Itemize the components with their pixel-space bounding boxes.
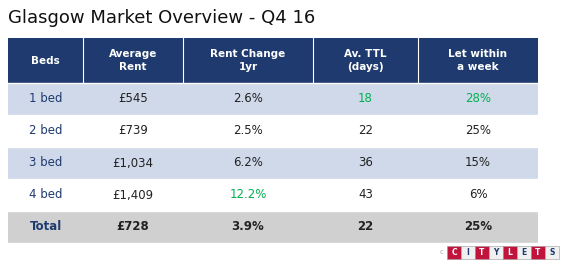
Text: S: S: [549, 248, 555, 257]
Text: £739: £739: [118, 125, 148, 137]
Text: £1,409: £1,409: [112, 188, 154, 202]
Bar: [8, 38, 538, 83]
Text: 2.6%: 2.6%: [233, 92, 263, 106]
Bar: [8, 147, 538, 179]
Text: 15%: 15%: [465, 157, 491, 169]
Text: 25%: 25%: [465, 125, 491, 137]
Text: Average
Rent: Average Rent: [109, 49, 157, 72]
Bar: [517, 246, 531, 259]
Text: T: T: [479, 248, 485, 257]
Text: T: T: [535, 248, 541, 257]
Text: Av. TTL
(days): Av. TTL (days): [344, 49, 387, 72]
Bar: [8, 115, 538, 147]
Text: L: L: [507, 248, 512, 257]
Text: 12.2%: 12.2%: [229, 188, 267, 202]
Text: C: C: [451, 248, 457, 257]
Text: 6%: 6%: [469, 188, 487, 202]
Bar: [545, 246, 559, 259]
Bar: [489, 246, 503, 259]
Text: Rent Change
1yr: Rent Change 1yr: [210, 49, 286, 72]
Text: I: I: [467, 248, 470, 257]
Text: Let within
a week: Let within a week: [449, 49, 507, 72]
Text: Glasgow Market Overview - Q4 16: Glasgow Market Overview - Q4 16: [8, 9, 315, 27]
Text: 2.5%: 2.5%: [233, 125, 263, 137]
Text: 3.9%: 3.9%: [232, 221, 264, 233]
Bar: [531, 246, 545, 259]
Text: Total: Total: [29, 221, 62, 233]
Bar: [461, 246, 475, 259]
Bar: [8, 211, 538, 243]
Text: 36: 36: [358, 157, 373, 169]
Text: 6.2%: 6.2%: [233, 157, 263, 169]
Text: 1 bed: 1 bed: [29, 92, 62, 106]
Bar: [447, 246, 461, 259]
Text: c: c: [439, 250, 443, 255]
Text: Y: Y: [493, 248, 499, 257]
Bar: [475, 246, 489, 259]
Text: £545: £545: [118, 92, 148, 106]
Text: Beds: Beds: [31, 55, 60, 65]
Text: 25%: 25%: [464, 221, 492, 233]
Bar: [8, 179, 538, 211]
Text: 22: 22: [358, 125, 373, 137]
Text: E: E: [521, 248, 527, 257]
Text: 43: 43: [358, 188, 373, 202]
Text: 3 bed: 3 bed: [29, 157, 62, 169]
Text: 18: 18: [358, 92, 373, 106]
Text: 4 bed: 4 bed: [29, 188, 62, 202]
Bar: [503, 246, 517, 259]
Text: 2 bed: 2 bed: [29, 125, 62, 137]
Bar: [8, 83, 538, 115]
Text: 22: 22: [358, 221, 373, 233]
Text: £728: £728: [116, 221, 149, 233]
Text: 28%: 28%: [465, 92, 491, 106]
Text: £1,034: £1,034: [112, 157, 154, 169]
